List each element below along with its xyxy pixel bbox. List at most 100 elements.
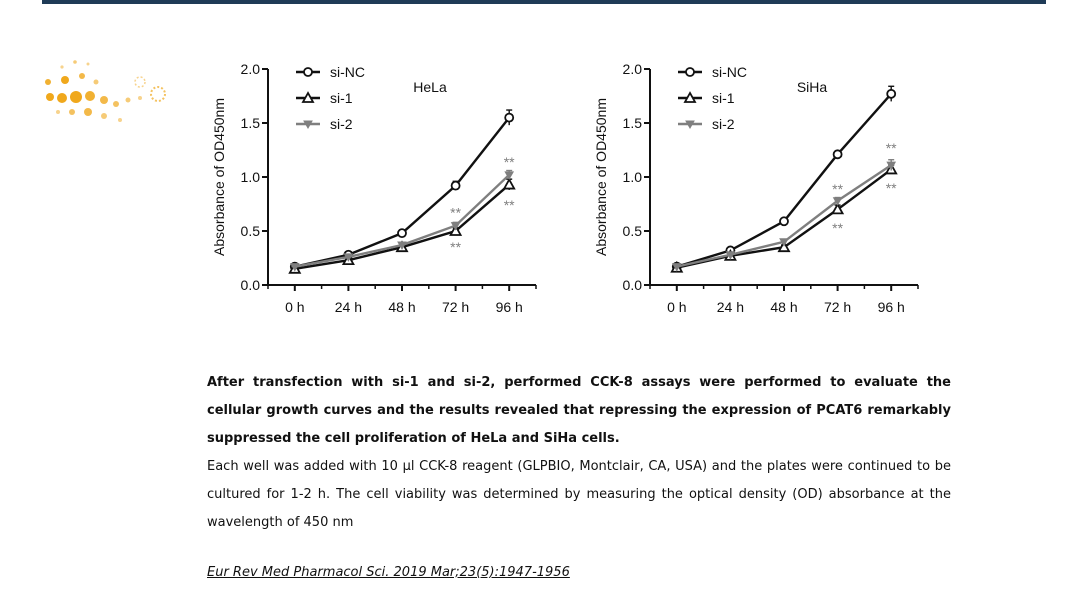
data-point — [886, 161, 897, 171]
logo-dot — [79, 73, 85, 79]
logo-dot — [61, 76, 69, 84]
x-tick-label: 48 h — [770, 299, 797, 315]
logo-dot — [84, 108, 92, 116]
data-point — [504, 112, 515, 123]
x-tick-label: 72 h — [824, 299, 851, 315]
y-tick-label: 2.0 — [623, 61, 643, 77]
significance-marker: ** — [886, 140, 897, 156]
significance-marker: ** — [504, 154, 515, 170]
logo-dot — [138, 96, 142, 100]
data-point — [450, 222, 461, 231]
logo-dot — [45, 79, 51, 85]
data-point — [397, 241, 407, 251]
golden-dots-logo — [45, 60, 166, 122]
x-tick-label: 0 h — [285, 299, 304, 315]
y-tick-label: 0.0 — [623, 277, 643, 293]
series-line — [294, 173, 511, 268]
data-point — [301, 91, 315, 103]
logo-dot — [69, 109, 75, 115]
x-tick-label: 24 h — [335, 299, 362, 315]
logo-dot — [85, 91, 95, 101]
chart-title: HeLa — [413, 79, 447, 95]
legend-entry: si-NC — [296, 64, 365, 80]
significance-marker: ** — [832, 220, 843, 236]
significance-marker: ** — [450, 205, 461, 221]
y-tick-label: 2.0 — [241, 61, 261, 77]
legend-entry: si-NC — [678, 64, 747, 80]
caption-summary: After transfection with si-1 and si-2, p… — [207, 375, 951, 446]
data-point — [289, 263, 300, 272]
legend-label: si-2 — [330, 116, 353, 132]
significance-marker: ** — [886, 180, 897, 196]
data-point — [886, 88, 897, 99]
data-point — [502, 177, 516, 190]
axes: 0.0 0.5 1.0 1.5 2.0 0 h 24 h 48 h 72 h 96 h — [623, 61, 919, 315]
data-point — [683, 91, 697, 103]
series-line — [294, 183, 510, 270]
y-axis-label: Absorbance of OD450nm — [211, 98, 227, 256]
legend-entry: si-1 — [678, 90, 735, 106]
logo-dot — [57, 93, 67, 103]
y-tick-label: 0.5 — [623, 223, 643, 239]
y-tick-label: 1.5 — [623, 115, 643, 131]
data-point — [343, 253, 354, 262]
logo-ring — [150, 86, 166, 102]
data-point — [397, 228, 407, 239]
logo-dot — [125, 97, 131, 103]
x-tick-label: 48 h — [388, 299, 415, 315]
chart-hela: 0.0 0.5 1.0 1.5 2.0 0 h 24 h 48 h 72 h 96 h Absorb… — [211, 61, 537, 315]
y-tick-label: 0.5 — [241, 223, 261, 239]
caption-method: Each well was added with 10 μl CCK-8 rea… — [207, 459, 951, 530]
y-tick-label: 1.0 — [241, 169, 261, 185]
legend-label: si-1 — [712, 90, 735, 106]
data-point — [450, 180, 461, 191]
data-point — [831, 202, 845, 215]
logo-dot — [86, 62, 90, 66]
legend-entry: si-1 — [296, 90, 353, 106]
x-tick-label: 72 h — [442, 299, 469, 315]
citation-link[interactable]: Eur Rev Med Pharmacol Sci. 2019 Mar;23(5… — [207, 565, 570, 580]
y-axis-label: Absorbance of OD450nm — [593, 98, 609, 256]
data-point — [303, 120, 313, 130]
y-tick-label: 1.0 — [623, 169, 643, 185]
data-point — [685, 120, 695, 130]
significance-marker: ** — [450, 239, 461, 255]
chart-siha: 0.0 0.5 1.0 1.5 2.0 0 h 24 h 48 h 72 h 96 h Absorb… — [593, 61, 919, 315]
data-point — [832, 197, 843, 206]
data-point — [779, 238, 789, 247]
significance-marker: ** — [832, 181, 843, 197]
data-point — [779, 216, 789, 227]
series-si-2 — [671, 159, 897, 272]
logo-ring — [134, 76, 146, 88]
logo-dot — [113, 101, 119, 107]
series-si-2 — [289, 169, 515, 272]
data-point — [671, 263, 682, 272]
data-point — [303, 67, 313, 77]
x-tick-label: 96 h — [878, 299, 905, 315]
logo-dot — [101, 113, 107, 119]
axes: 0.0 0.5 1.0 1.5 2.0 0 h 24 h 48 h 72 h 96 h — [241, 61, 537, 315]
series-si-1 — [288, 177, 516, 274]
chart-title: SiHa — [797, 79, 828, 95]
logo-dot — [93, 79, 99, 85]
header-bar — [42, 0, 1046, 4]
logo-dot — [100, 96, 108, 104]
legend-entry: si-2 — [678, 116, 735, 132]
legend-entry: si-2 — [296, 116, 353, 132]
caption: After transfection with si-1 and si-2, p… — [207, 369, 951, 537]
significance-marker: ** — [504, 197, 515, 213]
y-tick-label: 0.0 — [241, 277, 261, 293]
legend-label: si-2 — [712, 116, 735, 132]
data-point — [504, 171, 515, 180]
x-tick-label: 24 h — [717, 299, 744, 315]
logo-dot — [60, 65, 64, 69]
data-point — [832, 149, 843, 160]
logo-dot — [73, 60, 77, 64]
data-point — [725, 251, 736, 260]
legend-label: si-1 — [330, 90, 353, 106]
data-point — [685, 67, 695, 77]
legend-label: si-NC — [330, 64, 365, 80]
legend-label: si-NC — [712, 64, 747, 80]
y-tick-label: 1.5 — [241, 115, 261, 131]
logo-dot — [70, 91, 82, 103]
